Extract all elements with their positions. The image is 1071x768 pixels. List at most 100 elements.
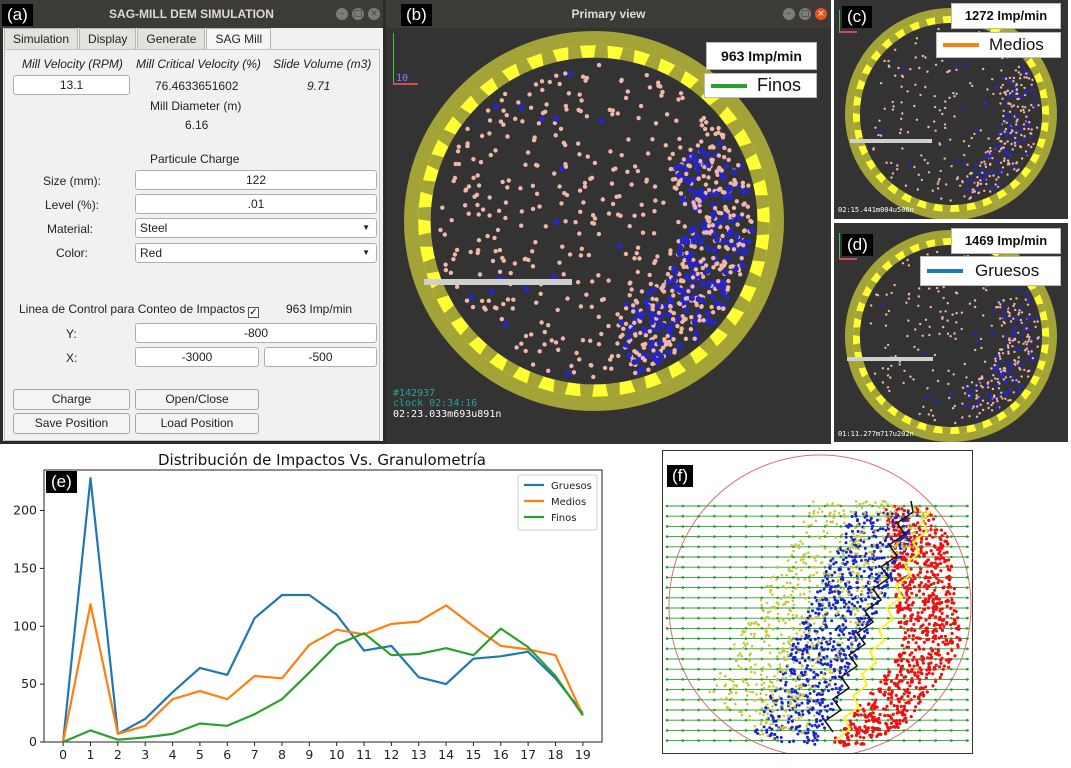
minimize-icon[interactable]: – — [336, 8, 348, 20]
legend-label-medios: Medios — [551, 497, 586, 508]
material-select-value: Steel — [140, 221, 168, 235]
load-position-button[interactable]: Load Position — [135, 413, 259, 434]
series-line-medios — [62, 603, 584, 743]
axis-number: 10 — [396, 73, 409, 84]
hud-time: 01:11.277m717u202n — [838, 430, 914, 438]
control-line-label: Linea de Control para Conteo de Impactos — [19, 302, 246, 316]
x-tick-label: 10 — [329, 747, 345, 762]
legend-medios: Medios — [936, 32, 1061, 58]
axis-y-icon — [839, 233, 840, 259]
mill-outline — [668, 454, 972, 753]
x-tick-label: 19 — [575, 747, 591, 762]
tab-bar: Simulation Display Generate SAG Mill — [4, 28, 272, 50]
checkmark-icon: ✓ — [248, 307, 259, 318]
legend-label-gruesos: Gruesos — [975, 261, 1040, 280]
legend-swatch-gruesos — [927, 269, 963, 273]
hud-time: 02:23.033m693u891n — [393, 409, 502, 420]
tab-sag-mill[interactable]: SAG Mill — [206, 28, 272, 50]
charge-button[interactable]: Charge — [13, 389, 130, 410]
series-line-finos — [62, 627, 584, 744]
maximize-icon[interactable]: □ — [352, 8, 364, 20]
axis-y-icon — [839, 10, 840, 32]
close-icon[interactable]: × — [815, 8, 827, 20]
trajectory-line-yellow — [835, 510, 932, 741]
x-tick-label: 3 — [141, 747, 149, 762]
material-select[interactable]: Steel ▼ — [135, 218, 377, 238]
particle-cloud — [438, 62, 755, 380]
open-close-button[interactable]: Open/Close — [135, 389, 259, 410]
primary-view-window: Primary view – □ × 10 963 Imp/min Finos … — [386, 0, 831, 444]
sag-mill-dem-window: SAG-MILL DEM SIMULATION – □ × Simulation… — [0, 0, 386, 444]
level-label: Level (%): — [45, 198, 100, 212]
window-title: SAG-MILL DEM SIMULATION — [109, 7, 274, 21]
x-tick-label: 12 — [383, 747, 399, 762]
chevron-down-icon: ▼ — [362, 223, 370, 232]
tab-display[interactable]: Display — [79, 28, 137, 50]
close-icon[interactable]: × — [368, 8, 380, 20]
x-tick-label: 14 — [438, 747, 454, 762]
x-tick-label: 8 — [278, 747, 286, 762]
x-tick-label: 2 — [114, 747, 122, 762]
size-label: Size (mm): — [43, 174, 101, 188]
slide-volume-value: 9.71 — [307, 79, 331, 93]
x-label: X: — [66, 351, 78, 365]
chart-title: Distribución de Impactos Vs. Granulometr… — [157, 451, 486, 469]
x-tick-label: 11 — [356, 747, 372, 762]
impact-trajectory-plot — [662, 450, 973, 754]
legend-swatch-medios — [943, 43, 979, 47]
chevron-down-icon: ▼ — [362, 248, 370, 257]
minimize-icon[interactable]: – — [783, 8, 795, 20]
particle-cloud — [869, 250, 1040, 425]
panel-label-f: (f) — [667, 465, 694, 487]
tab-generate[interactable]: Generate — [137, 28, 206, 50]
x-input-2[interactable]: -500 — [264, 347, 377, 367]
y-tick-label: 0 — [29, 734, 37, 749]
axis-x-icon — [393, 83, 418, 85]
legend-gruesos: Gruesos — [920, 256, 1061, 286]
panel-label-b: (b) — [401, 4, 432, 26]
control-line — [847, 357, 933, 361]
level-input[interactable]: .01 — [135, 194, 377, 214]
y-tick-label: 100 — [13, 618, 37, 633]
x-tick-label: 9 — [305, 747, 313, 762]
hud-time: 02:15.441m004u508n — [838, 206, 914, 214]
panel-label-d: (d) — [842, 234, 873, 256]
primary-view-title: Primary view — [571, 7, 646, 21]
critical-velocity-label: Mill Critical Velocity (%) — [136, 57, 261, 71]
save-position-button[interactable]: Save Position — [13, 413, 130, 434]
impact-rate-box: 1272 Imp/min — [951, 3, 1061, 29]
x-tick-label: 0 — [59, 747, 67, 762]
y-tick-label: 200 — [13, 503, 37, 518]
mill-render-primary[interactable] — [386, 28, 831, 444]
view-d-window: 1469 Imp/min Gruesos 01:11.277m717u202n — [834, 223, 1068, 442]
mill-interior — [430, 57, 758, 385]
primary-view-titlebar: Primary view — [386, 0, 831, 28]
x-tick-label: 18 — [548, 747, 564, 762]
control-rate: 963 Imp/min — [286, 302, 353, 316]
legend-label-finos: Finos — [551, 513, 576, 524]
control-line-checkbox[interactable]: ✓ — [248, 302, 259, 321]
diameter-label: Mill Diameter (m) — [150, 99, 242, 113]
mill-render-c[interactable] — [834, 0, 1068, 219]
axis-x-icon — [839, 258, 857, 260]
impact-rate-box: 1469 Imp/min — [951, 228, 1061, 254]
mill-velocity-input[interactable]: 13.1 — [13, 75, 130, 95]
x-tick-label: 1 — [87, 747, 95, 762]
x-input-1[interactable]: -3000 — [135, 347, 259, 367]
panel-label-c: (c) — [842, 6, 872, 28]
size-input[interactable]: 122 — [135, 170, 377, 190]
legend-finos: Finos — [704, 73, 817, 98]
hud-clock: clock 02:34:16 — [393, 398, 478, 409]
critical-velocity-value: 76.4633651602 — [155, 79, 239, 93]
maximize-icon[interactable]: □ — [799, 8, 811, 20]
slide-volume-label: Slide Volume (m3) — [273, 57, 372, 71]
y-input[interactable]: -800 — [135, 323, 377, 343]
y-tick-label: 150 — [13, 560, 37, 575]
x-tick-label: 17 — [520, 747, 536, 762]
color-select[interactable]: Red ▼ — [135, 243, 377, 263]
view-c-window: 1272 Imp/min Medios 02:15.441m004u508n — [834, 0, 1068, 219]
impact-rate-box: 963 Imp/min — [706, 42, 817, 70]
tab-simulation[interactable]: Simulation — [4, 28, 79, 50]
